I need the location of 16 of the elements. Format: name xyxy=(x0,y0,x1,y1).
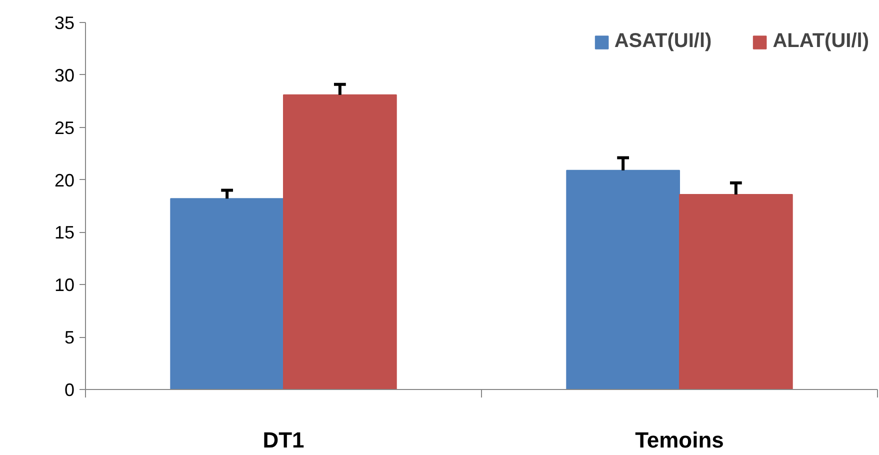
bar xyxy=(566,170,680,390)
bar xyxy=(283,94,397,390)
bar xyxy=(170,198,284,390)
y-tick-label: 10 xyxy=(54,275,75,296)
y-tick-label: 35 xyxy=(54,13,75,33)
bar xyxy=(679,194,793,390)
x-tick-label: Temoins xyxy=(635,428,724,452)
legend-label: ALAT(UI/l) xyxy=(772,30,869,53)
y-tick-label: 5 xyxy=(64,328,75,348)
y-tick-label: 0 xyxy=(64,380,75,400)
y-tick-label: 25 xyxy=(54,118,75,138)
y-tick-label: 15 xyxy=(54,222,75,243)
x-tick-label: DT1 xyxy=(262,428,304,452)
y-tick-label: 20 xyxy=(54,170,75,190)
legend-label: ASAT(UI/l) xyxy=(614,30,712,53)
y-tick-label: 30 xyxy=(54,65,75,86)
